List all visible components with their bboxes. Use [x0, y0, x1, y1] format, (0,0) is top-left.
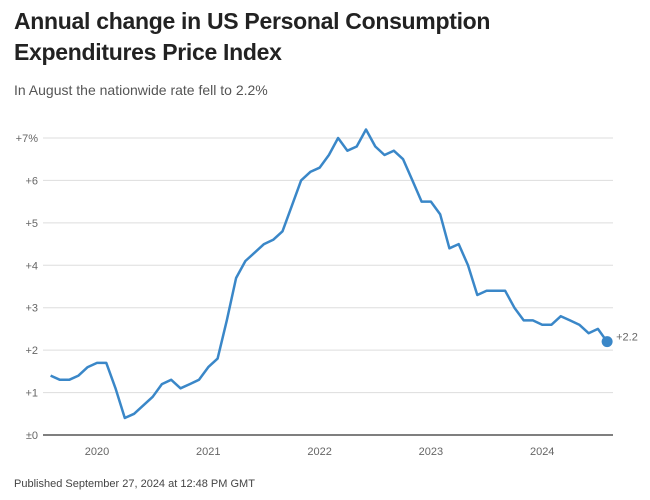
x-tick-label: 2022	[307, 446, 331, 458]
y-tick-label: +5	[25, 218, 38, 230]
y-tick-label: +6	[25, 175, 38, 187]
y-tick-label: +4	[25, 260, 38, 272]
data-line	[50, 128, 609, 420]
x-tick-label: 2021	[196, 446, 220, 458]
y-tick-label: +7%	[16, 133, 39, 145]
published-date: Published September 27, 2024 at 12:48 PM…	[14, 478, 255, 490]
x-tick-label: 2024	[530, 446, 554, 458]
y-tick-label: ±0	[26, 430, 38, 442]
chart-subtitle: In August the nationwide rate fell to 2.…	[14, 82, 268, 98]
y-tick-label: +2	[25, 345, 38, 357]
chart-title: Annual change in US Personal Consumption…	[14, 8, 491, 65]
end-point-marker	[601, 336, 613, 348]
y-tick-label: +3	[25, 303, 38, 315]
x-tick-label: 2020	[85, 446, 109, 458]
x-tick-label: 2023	[419, 446, 443, 458]
y-tick-label: +1	[25, 388, 38, 400]
end-value-label: +2.2	[616, 332, 638, 344]
